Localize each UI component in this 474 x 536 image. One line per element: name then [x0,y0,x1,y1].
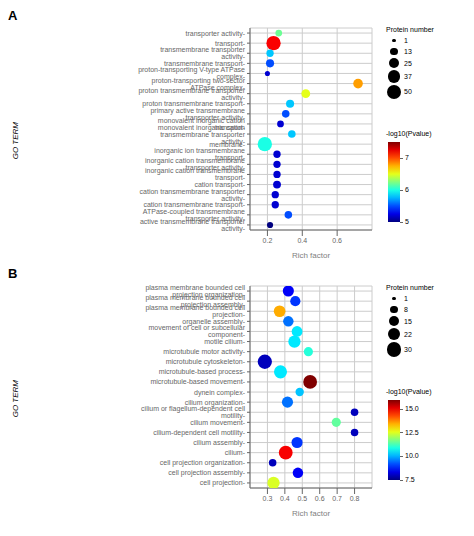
svg-text:cilium-dependent cell motility: cilium-dependent cell motility- [153,429,245,437]
svg-text:primary active transmembranetr: primary active transmembranetransporter … [150,107,245,122]
svg-text:0.8: 0.8 [350,495,360,502]
svg-text:proton transmembrane transport: proton transmembrane transport- [142,100,245,108]
svg-text:microtubule-based process-: microtubule-based process- [159,368,246,376]
svg-text:ATPase-coupled transmembranetr: ATPase-coupled transmembranetransporter … [143,208,246,223]
svg-text:cell projection organization-: cell projection organization- [160,459,246,467]
svg-text:transmembrane transport-: transmembrane transport- [164,60,246,68]
svg-text:cilium organization-: cilium organization- [185,399,246,407]
svg-text:cilium movement-: cilium movement- [190,419,246,426]
svg-text:transporter activity-: transporter activity- [185,30,245,38]
svg-text:0.6: 0.6 [332,237,342,244]
svg-text:monovalent inorganic cationtra: monovalent inorganic cationtransmembrane… [158,124,246,146]
svg-text:cilium-: cilium- [225,449,246,456]
svg-text:0.2: 0.2 [263,237,273,244]
svg-text:dynein complex-: dynein complex- [194,389,246,397]
svg-text:cilium assembly-: cilium assembly- [193,439,245,447]
svg-text:motile cilium-: motile cilium- [204,338,246,345]
svg-text:cell projection assembly-: cell projection assembly- [168,469,245,477]
svg-text:microtubule-based movement-: microtubule-based movement- [150,378,245,385]
svg-text:0.7: 0.7 [332,495,342,502]
svg-text:Rich factor: Rich factor [292,251,331,258]
svg-text:transport-: transport- [215,40,246,48]
svg-text:0.6: 0.6 [315,495,325,502]
svg-text:Rich factor: Rich factor [292,509,331,516]
svg-text:transmembrane transporteractiv: transmembrane transporteractivity- [160,46,245,61]
svg-text:proton-transporting V-type ATP: proton-transporting V-type ATPasecomplex… [138,66,246,81]
svg-text:0.3: 0.3 [263,495,273,502]
svg-text:cation transmembrane transport: cation transmembrane transport- [143,201,245,209]
svg-text:microtubule motor activity-: microtubule motor activity- [163,348,245,356]
svg-text:cation transport-: cation transport- [194,181,245,189]
svg-text:inorganic ion transmembranetra: inorganic ion transmembranetransport- [154,147,245,162]
svg-text:0.4: 0.4 [280,495,290,502]
svg-text:cation transmembrane transport: cation transmembrane transporteractivity… [140,188,246,203]
svg-text:cilium or flagellum-dependent: cilium or flagellum-dependent cellmotili… [141,405,246,420]
svg-text:0.5: 0.5 [297,495,307,502]
svg-text:microtubule cytoskeleton-: microtubule cytoskeleton- [166,358,246,366]
svg-text:organelle assembly-: organelle assembly- [182,318,245,326]
svg-text:plasma membrane bounded cellpr: plasma membrane bounded cellprojection o… [145,284,245,299]
svg-text:cell projection-: cell projection- [200,479,246,487]
svg-text:0.4: 0.4 [297,237,307,244]
svg-text:movement of cell or subcellula: movement of cell or subcellularcomponent… [149,324,246,339]
